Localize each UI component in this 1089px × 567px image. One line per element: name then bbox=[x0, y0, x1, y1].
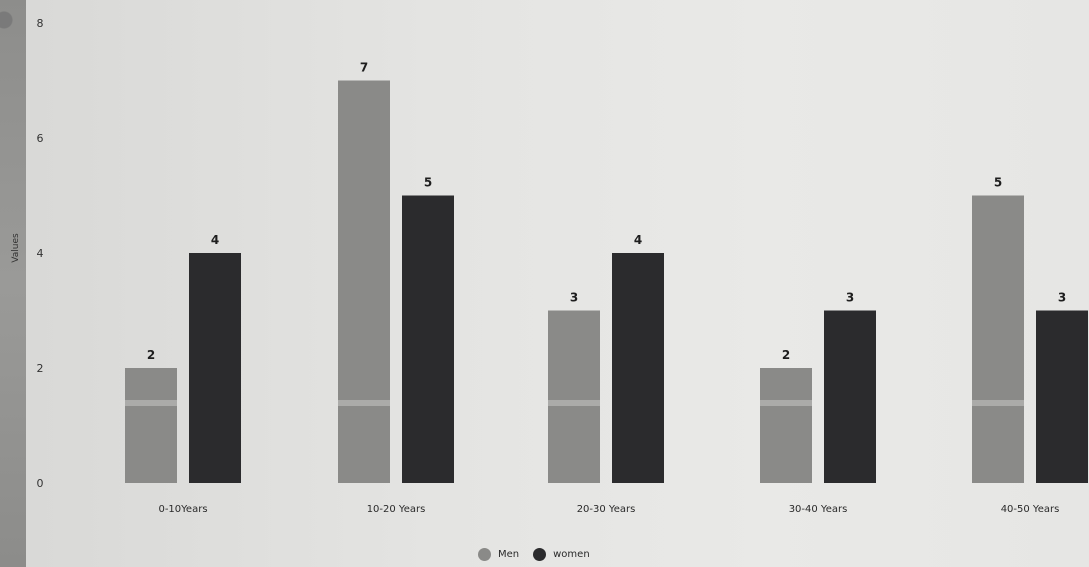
x-tick-label: 20-30 Years bbox=[577, 504, 636, 515]
bar-men bbox=[548, 310, 600, 483]
bar-women bbox=[402, 195, 454, 483]
bar-men bbox=[760, 368, 812, 483]
x-tick-label: 30-40 Years bbox=[789, 504, 848, 515]
data-label-women: 4 bbox=[211, 233, 219, 247]
bar-men bbox=[125, 368, 177, 483]
bar-chart: 0 2 4 6 8 Values 2 4 0-10Years 7 5 10-20 Years 3 4 20-… bbox=[11, 17, 1088, 515]
x-tick-label: 40-50 Years bbox=[1001, 504, 1060, 515]
bar-women bbox=[189, 253, 241, 483]
x-tick-label: 0-10Years bbox=[158, 504, 207, 515]
y-tick-label: 6 bbox=[37, 132, 44, 145]
bar-women bbox=[1036, 310, 1088, 483]
bar-women bbox=[612, 253, 664, 483]
legend: Men women bbox=[478, 548, 590, 561]
torn-paper-edge bbox=[0, 0, 26, 567]
y-tick-label: 4 bbox=[37, 247, 44, 260]
legend-item-men: Men bbox=[478, 548, 519, 561]
data-label-women: 4 bbox=[634, 233, 642, 247]
data-label-men: 5 bbox=[994, 176, 1002, 190]
data-label-men: 3 bbox=[570, 291, 578, 305]
y-axis-label: Values bbox=[11, 233, 21, 263]
y-tick-label: 8 bbox=[37, 17, 44, 30]
legend-swatch-women bbox=[533, 548, 547, 561]
data-label-women: 3 bbox=[846, 291, 854, 305]
bar-men-highlight bbox=[548, 400, 600, 406]
bar-men-highlight bbox=[760, 400, 812, 406]
data-label-women: 3 bbox=[1058, 291, 1066, 305]
x-tick-label: 10-20 Years bbox=[367, 504, 426, 515]
y-tick-label: 2 bbox=[37, 362, 44, 375]
bar-men-highlight bbox=[125, 400, 177, 406]
bar-women bbox=[824, 310, 876, 483]
y-tick-label: 0 bbox=[37, 477, 44, 490]
data-label-men: 7 bbox=[360, 61, 368, 75]
legend-label-men: Men bbox=[498, 549, 520, 560]
legend-label-women: women bbox=[553, 549, 590, 560]
data-label-men: 2 bbox=[782, 348, 790, 362]
bar-men bbox=[972, 195, 1024, 483]
bar-men-highlight bbox=[338, 400, 390, 406]
bar-men-highlight bbox=[972, 400, 1024, 406]
legend-item-women: women bbox=[533, 548, 590, 561]
data-label-men: 2 bbox=[147, 348, 155, 362]
bar-men bbox=[338, 80, 390, 483]
legend-swatch-men bbox=[478, 548, 491, 561]
data-label-women: 5 bbox=[424, 176, 432, 190]
